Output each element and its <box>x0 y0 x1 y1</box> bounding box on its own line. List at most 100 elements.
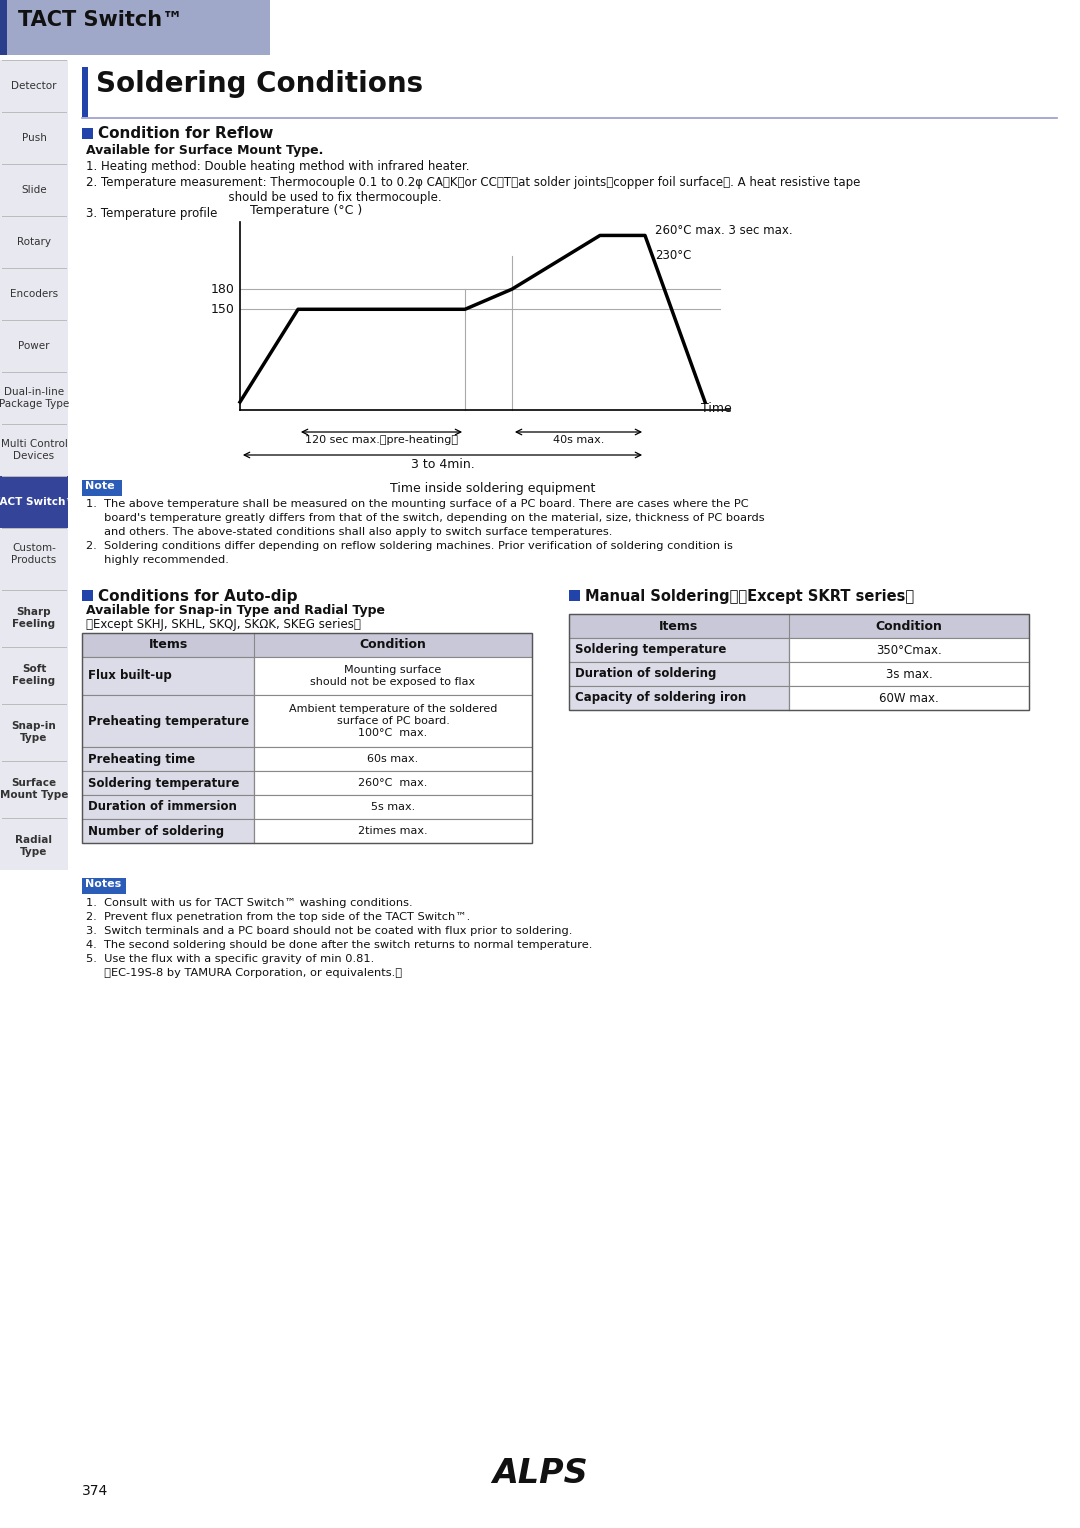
Text: Number of soldering: Number of soldering <box>87 825 225 837</box>
Text: Condition: Condition <box>876 619 943 633</box>
Text: Available for Snap-in Type and Radial Type: Available for Snap-in Type and Radial Ty… <box>86 604 384 617</box>
Text: 1. Heating method: Double heating method with infrared heater.: 1. Heating method: Double heating method… <box>86 160 470 173</box>
Text: Preheating temperature: Preheating temperature <box>87 715 249 727</box>
Bar <box>82 772 254 795</box>
Text: 3s max.: 3s max. <box>886 668 932 680</box>
Text: Manual Soldering　（Except SKRT series）: Manual Soldering （Except SKRT series） <box>585 588 914 604</box>
Text: 374: 374 <box>82 1484 108 1497</box>
Bar <box>82 480 122 497</box>
Text: Duration of immersion: Duration of immersion <box>87 801 237 813</box>
Text: 4.  The second soldering should be done after the switch returns to normal tempe: 4. The second soldering should be done a… <box>86 940 592 950</box>
Text: ALPS: ALPS <box>492 1458 588 1490</box>
Text: 120 sec max.（pre-heating）: 120 sec max.（pre-heating） <box>305 435 458 445</box>
Text: Ambient temperature of the soldered
surface of PC board.
100°C  max.: Ambient temperature of the soldered surf… <box>288 704 497 738</box>
Text: Custom-
Products: Custom- Products <box>12 542 56 565</box>
Bar <box>569 686 789 711</box>
Bar <box>254 819 532 843</box>
Text: 60W max.: 60W max. <box>879 692 939 704</box>
Bar <box>569 614 1029 639</box>
Bar <box>0 60 68 581</box>
Text: 150: 150 <box>211 303 235 316</box>
Text: Push: Push <box>22 133 46 144</box>
Text: 3 to 4min.: 3 to 4min. <box>410 458 474 471</box>
Bar <box>82 67 87 118</box>
Bar <box>82 590 93 601</box>
Text: Temperature (°C ): Temperature (°C ) <box>249 205 362 217</box>
Bar <box>569 662 789 686</box>
Text: TACT Switch™: TACT Switch™ <box>0 497 76 507</box>
Text: TACT Switch™: TACT Switch™ <box>18 11 183 31</box>
Text: Slide: Slide <box>22 185 46 196</box>
Text: 180: 180 <box>211 283 235 295</box>
Text: Mounting surface
should not be exposed to flax: Mounting surface should not be exposed t… <box>310 665 475 686</box>
Bar <box>789 686 1029 711</box>
Text: 260°C  max.: 260°C max. <box>359 778 428 788</box>
Text: 2. Temperature measurement: Thermocouple 0.1 to 0.2φ CA（K）or CC（T）at solder join: 2. Temperature measurement: Thermocouple… <box>86 176 861 189</box>
Text: Condition: Condition <box>360 639 427 651</box>
Bar <box>569 639 789 662</box>
Text: Sharp
Feeling: Sharp Feeling <box>13 607 55 630</box>
Text: Time: Time <box>701 402 732 416</box>
Bar <box>254 657 532 695</box>
Text: Time inside soldering equipment: Time inside soldering equipment <box>390 481 595 495</box>
Bar <box>789 662 1029 686</box>
Bar <box>82 633 532 657</box>
Text: （EC-19S-8 by TAMURA Corporation, or equivalents.）: （EC-19S-8 by TAMURA Corporation, or equi… <box>86 969 402 978</box>
Bar <box>254 695 532 747</box>
Text: Duration of soldering: Duration of soldering <box>575 668 716 680</box>
Bar <box>82 819 254 843</box>
Bar <box>789 639 1029 662</box>
Text: 3. Temperature profile: 3. Temperature profile <box>86 206 217 220</box>
Bar <box>254 747 532 772</box>
Bar <box>254 795 532 819</box>
Text: Preheating time: Preheating time <box>87 752 195 766</box>
Bar <box>82 633 532 843</box>
Text: Capacity of soldering iron: Capacity of soldering iron <box>575 692 746 704</box>
Bar <box>82 657 254 695</box>
Text: 230°C: 230°C <box>654 249 691 263</box>
Bar <box>254 772 532 795</box>
Text: 5s max.: 5s max. <box>370 802 415 811</box>
Bar <box>569 590 580 601</box>
Text: Power: Power <box>18 341 50 351</box>
Bar <box>82 747 254 772</box>
Text: Soldering Conditions: Soldering Conditions <box>96 70 423 98</box>
Text: 350°Cmax.: 350°Cmax. <box>876 643 942 657</box>
Text: highly recommended.: highly recommended. <box>86 555 229 565</box>
Text: Soldering temperature: Soldering temperature <box>575 643 727 657</box>
Text: 3.  Switch terminals and a PC board should not be coated with flux prior to sold: 3. Switch terminals and a PC board shoul… <box>86 926 572 937</box>
Text: 2.  Prevent flux penetration from the top side of the TACT Switch™.: 2. Prevent flux penetration from the top… <box>86 912 470 921</box>
Text: Flux built-up: Flux built-up <box>87 669 172 683</box>
Text: Available for Surface Mount Type.: Available for Surface Mount Type. <box>86 144 323 157</box>
Text: 2times max.: 2times max. <box>359 827 428 836</box>
Text: 5.  Use the flux with a specific gravity of min 0.81.: 5. Use the flux with a specific gravity … <box>86 953 375 964</box>
Text: Soldering temperature: Soldering temperature <box>87 776 240 790</box>
Text: 40s max.: 40s max. <box>553 435 604 445</box>
Bar <box>0 581 68 869</box>
Text: 1.  Consult with us for TACT Switch™ washing conditions.: 1. Consult with us for TACT Switch™ wash… <box>86 898 413 908</box>
Text: Detector: Detector <box>11 81 57 92</box>
Text: Encoders: Encoders <box>10 289 58 299</box>
Text: and others. The above-stated conditions shall also apply to switch surface tempe: and others. The above-stated conditions … <box>86 527 612 536</box>
Text: Rotary: Rotary <box>17 237 51 248</box>
Text: Conditions for Auto-dip: Conditions for Auto-dip <box>98 588 297 604</box>
Text: Soft
Feeling: Soft Feeling <box>13 665 55 686</box>
Text: （Except SKHJ, SKHL, SKQJ, SKΩK, SKEG series）: （Except SKHJ, SKHL, SKQJ, SKΩK, SKEG ser… <box>86 617 361 631</box>
Bar <box>0 0 270 55</box>
Text: Dual-in-line
Package Type: Dual-in-line Package Type <box>0 387 69 410</box>
Text: Notes: Notes <box>85 879 121 889</box>
Text: Surface
Mount Type: Surface Mount Type <box>0 778 68 799</box>
Text: Items: Items <box>148 639 188 651</box>
Text: board's temperature greatly differs from that of the switch, depending on the ma: board's temperature greatly differs from… <box>86 513 765 523</box>
Text: Snap-in
Type: Snap-in Type <box>12 721 56 743</box>
Text: Radial
Type: Radial Type <box>15 836 53 857</box>
Bar <box>569 614 1029 711</box>
Text: Items: Items <box>660 619 699 633</box>
Text: Note: Note <box>85 481 114 490</box>
Text: 2.  Soldering conditions differ depending on reflow soldering machines. Prior ve: 2. Soldering conditions differ depending… <box>86 541 733 552</box>
Bar <box>82 795 254 819</box>
Bar <box>0 477 68 529</box>
Bar <box>82 128 93 139</box>
Bar <box>0 0 6 55</box>
Bar <box>82 879 126 894</box>
